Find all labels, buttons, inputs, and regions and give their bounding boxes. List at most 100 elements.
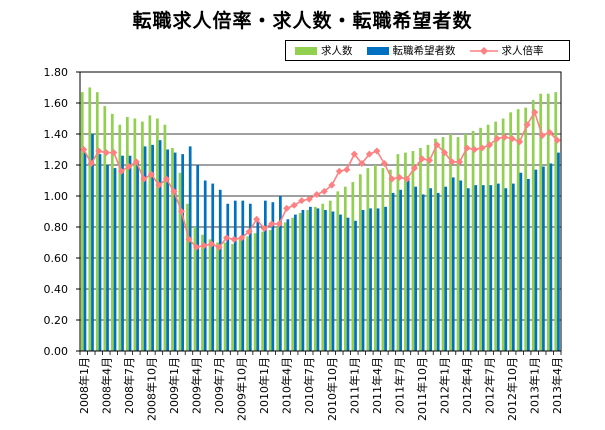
bar-seekers bbox=[113, 168, 117, 351]
bar-seekers bbox=[294, 214, 297, 351]
x-tick-label: 2011年1月 bbox=[347, 357, 361, 414]
ratio-point bbox=[350, 150, 358, 158]
bar-jobs bbox=[501, 118, 505, 351]
ratio-point bbox=[87, 159, 95, 167]
bar-jobs bbox=[163, 124, 167, 351]
bar-seekers bbox=[496, 183, 500, 351]
series-seekers-bars bbox=[83, 134, 560, 351]
bar-seekers bbox=[241, 200, 245, 351]
ratio-point bbox=[448, 158, 456, 166]
bar-seekers bbox=[271, 202, 275, 351]
bar-jobs bbox=[238, 239, 242, 351]
ratio-point bbox=[125, 163, 133, 171]
ratio-point bbox=[117, 167, 125, 175]
ratio-point bbox=[388, 175, 396, 183]
ratio-point bbox=[456, 158, 464, 166]
bar-jobs bbox=[351, 182, 355, 351]
legend-label-ratio: 求人倍率 bbox=[501, 45, 544, 57]
bar-seekers bbox=[286, 219, 290, 351]
ratio-point bbox=[471, 146, 479, 153]
ratio-point bbox=[418, 155, 426, 163]
ratio-point bbox=[546, 128, 554, 136]
ratio-point bbox=[486, 141, 494, 149]
legend: 求人数 転職希望者数 求人倍率 bbox=[285, 40, 570, 61]
bar-jobs bbox=[389, 169, 392, 351]
bar-seekers bbox=[459, 180, 463, 351]
ratio-point bbox=[433, 141, 441, 149]
y-tick-label: 1.00 bbox=[44, 190, 69, 203]
ratio-point bbox=[268, 220, 276, 228]
legend-item-jobs: 求人数 bbox=[295, 43, 353, 58]
bar-seekers bbox=[504, 188, 508, 351]
bar-jobs bbox=[103, 106, 107, 351]
bar-jobs bbox=[516, 109, 520, 351]
bar-jobs bbox=[456, 137, 460, 351]
bar-jobs bbox=[171, 147, 174, 351]
ratio-point bbox=[215, 243, 223, 251]
x-tick-label: 2010年10月 bbox=[325, 357, 339, 421]
ratio-point bbox=[80, 146, 88, 153]
bar-seekers bbox=[399, 189, 402, 351]
bar-seekers bbox=[436, 192, 440, 351]
bar-jobs bbox=[328, 200, 332, 351]
ratio-point bbox=[328, 181, 336, 189]
bar-jobs bbox=[374, 165, 377, 351]
bar-jobs bbox=[253, 233, 257, 351]
bar-seekers bbox=[143, 146, 147, 351]
y-tick-label: 0.80 bbox=[44, 221, 69, 234]
bar-jobs bbox=[133, 118, 137, 351]
ratio-point bbox=[508, 135, 516, 143]
bar-seekers bbox=[316, 208, 320, 351]
x-tick-label: 2008年1月 bbox=[77, 357, 91, 414]
bar-jobs bbox=[441, 137, 445, 351]
x-tick-label: 2013年1月 bbox=[528, 357, 542, 414]
ratio-point bbox=[493, 135, 501, 143]
bar-seekers bbox=[361, 209, 365, 351]
bar-jobs bbox=[321, 203, 325, 351]
x-tick-label: 2008年7月 bbox=[122, 357, 136, 414]
bar-seekers bbox=[98, 154, 102, 351]
x-tick-label: 2009年1月 bbox=[167, 357, 181, 414]
series-ratio-line bbox=[80, 108, 561, 251]
ratio-point bbox=[147, 170, 155, 178]
bar-seekers bbox=[489, 185, 493, 351]
ratio-point bbox=[200, 242, 208, 250]
series-jobs-bars bbox=[80, 87, 558, 352]
bar-jobs bbox=[216, 242, 219, 351]
bar-jobs bbox=[479, 127, 482, 351]
bar-jobs bbox=[449, 134, 452, 351]
bar-jobs bbox=[193, 227, 197, 351]
ratio-point bbox=[170, 187, 178, 195]
y-tick-label: 0.40 bbox=[44, 283, 69, 296]
ratio-point bbox=[162, 175, 170, 183]
ratio-point bbox=[335, 167, 343, 175]
ratio-point bbox=[177, 208, 185, 215]
bar-jobs bbox=[148, 115, 152, 352]
x-tick-label: 2010年7月 bbox=[302, 357, 316, 414]
bar-seekers bbox=[211, 183, 215, 351]
bar-seekers bbox=[196, 165, 200, 351]
bar-seekers bbox=[248, 203, 252, 351]
ratio-point bbox=[463, 144, 471, 152]
y-tick-label: 1.60 bbox=[44, 97, 69, 110]
ratio-point bbox=[523, 121, 531, 129]
ratio-point bbox=[95, 147, 103, 155]
x-tick-label: 2008年4月 bbox=[99, 357, 113, 414]
ratio-point bbox=[230, 235, 238, 243]
legend-swatch-seekers bbox=[366, 46, 389, 55]
bar-seekers bbox=[369, 208, 372, 351]
bar-jobs bbox=[141, 121, 144, 351]
bar-seekers bbox=[158, 140, 162, 351]
bar-jobs bbox=[110, 113, 114, 351]
ratio-point bbox=[478, 144, 486, 152]
ratio-point bbox=[425, 156, 433, 164]
ratio-point bbox=[298, 197, 306, 205]
ratio-point bbox=[238, 234, 246, 242]
bar-jobs bbox=[268, 230, 272, 351]
x-tick-label: 2012年7月 bbox=[483, 357, 497, 414]
x-tick-label: 2013年4月 bbox=[550, 357, 564, 414]
ratio-point bbox=[260, 225, 268, 233]
bar-jobs bbox=[494, 121, 497, 351]
bar-seekers bbox=[331, 211, 335, 351]
